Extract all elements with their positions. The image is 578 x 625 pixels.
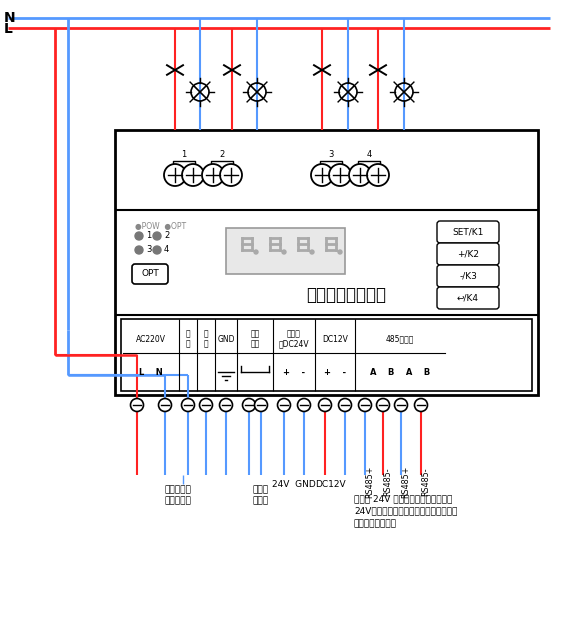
Text: 消防输
入DC24V: 消防输 入DC24V — [279, 329, 309, 348]
Text: 无源常
开触点: 无源常 开触点 — [253, 485, 269, 506]
Circle shape — [220, 164, 242, 186]
Circle shape — [395, 399, 407, 411]
Circle shape — [310, 250, 314, 254]
Text: 备
用: 备 用 — [203, 329, 208, 348]
Text: +    -: + - — [324, 368, 346, 377]
FancyBboxPatch shape — [437, 287, 499, 309]
Circle shape — [358, 399, 372, 411]
Text: 4: 4 — [366, 150, 372, 159]
Circle shape — [243, 399, 255, 411]
Text: RS485-: RS485- — [421, 468, 430, 496]
Bar — [121, 319, 532, 391]
Text: +/K2: +/K2 — [457, 249, 479, 259]
Text: N: N — [4, 11, 16, 25]
Text: 2: 2 — [220, 150, 225, 159]
Circle shape — [181, 399, 195, 411]
FancyBboxPatch shape — [437, 243, 499, 265]
Circle shape — [339, 399, 351, 411]
Circle shape — [282, 250, 286, 254]
Text: ↩/K4: ↩/K4 — [457, 294, 479, 302]
Circle shape — [376, 399, 390, 411]
Circle shape — [277, 399, 291, 411]
Text: 智能照明控制模块: 智能照明控制模块 — [306, 286, 387, 304]
Text: 24V  GND: 24V GND — [272, 480, 316, 489]
Text: 2: 2 — [164, 231, 169, 241]
Circle shape — [164, 164, 186, 186]
Text: A    B    A    B: A B A B — [370, 368, 430, 377]
Text: 消信
反馈: 消信 反馈 — [250, 329, 260, 348]
Circle shape — [329, 164, 351, 186]
Circle shape — [311, 164, 333, 186]
Text: ●POW  ●OPT: ●POW ●OPT — [135, 222, 186, 231]
Circle shape — [367, 164, 389, 186]
Text: 4: 4 — [164, 246, 169, 254]
Text: 1: 1 — [146, 231, 151, 241]
Text: -/K3: -/K3 — [459, 271, 477, 281]
FancyBboxPatch shape — [437, 221, 499, 243]
Text: 1: 1 — [181, 150, 187, 159]
Text: GND: GND — [217, 334, 235, 344]
Text: 总
升: 总 升 — [186, 329, 190, 348]
Text: L    N: L N — [139, 368, 163, 377]
Circle shape — [135, 232, 143, 240]
Text: 消防干接点
或外接总开: 消防干接点 或外接总开 — [165, 485, 191, 506]
Circle shape — [202, 164, 224, 186]
Text: +    -: + - — [283, 368, 305, 377]
Circle shape — [338, 250, 342, 254]
FancyBboxPatch shape — [132, 264, 168, 284]
FancyBboxPatch shape — [437, 265, 499, 287]
Text: RS485+: RS485+ — [401, 466, 410, 498]
Text: 485数据口: 485数据口 — [386, 334, 414, 344]
Text: OPT: OPT — [141, 269, 159, 279]
Circle shape — [182, 164, 204, 186]
Text: DC12V: DC12V — [322, 334, 348, 344]
Circle shape — [153, 246, 161, 254]
Circle shape — [199, 399, 213, 411]
Circle shape — [414, 399, 428, 411]
Text: L: L — [4, 22, 13, 36]
Text: RS485-: RS485- — [383, 468, 392, 496]
Circle shape — [298, 399, 310, 411]
Circle shape — [318, 399, 332, 411]
Circle shape — [131, 399, 143, 411]
Circle shape — [220, 399, 232, 411]
Text: DC12V: DC12V — [314, 480, 345, 489]
Text: SET/K1: SET/K1 — [453, 228, 484, 236]
Circle shape — [254, 399, 268, 411]
Circle shape — [254, 250, 258, 254]
Text: AC220V: AC220V — [136, 334, 166, 344]
Text: RS485+: RS485+ — [365, 466, 374, 498]
Circle shape — [349, 164, 371, 186]
Circle shape — [158, 399, 172, 411]
Text: 当消防 24V 输入时模块强启或强切，
24V断开时模块恢复执行原状态（可选择
消防强启，强切）: 当消防 24V 输入时模块强启或强切， 24V断开时模块恢复执行原状态（可选择 … — [354, 494, 457, 528]
Text: 3: 3 — [328, 150, 334, 159]
Circle shape — [135, 246, 143, 254]
Circle shape — [153, 232, 161, 240]
Text: 3: 3 — [146, 246, 151, 254]
FancyBboxPatch shape — [226, 228, 345, 274]
Bar — [115, 130, 538, 395]
